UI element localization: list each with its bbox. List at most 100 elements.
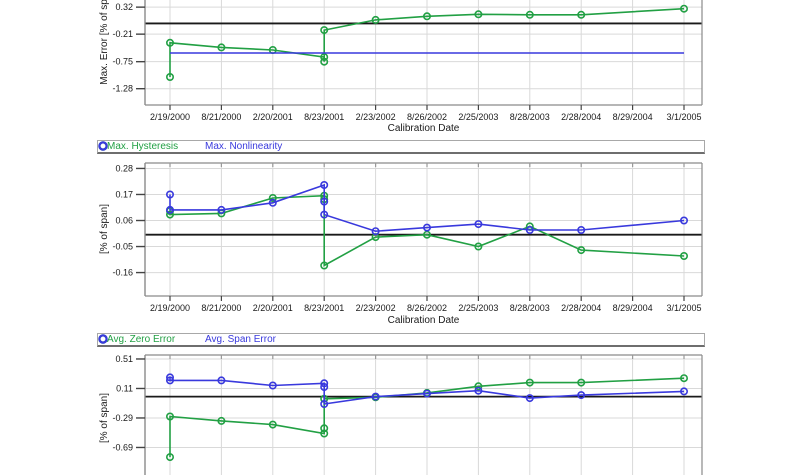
data-point-marker xyxy=(268,420,277,429)
y-tick-label: -1.28 xyxy=(112,84,133,94)
data-point-marker xyxy=(525,226,534,235)
data-point-marker xyxy=(679,252,688,261)
legend-entry-max-nonlinearity: Max. Nonlinearity xyxy=(98,141,289,152)
chart-max-error: 0.32 -0.21 -0.75 -1.28 2/19/2000 8/21/2000 2/2… xyxy=(112,0,703,122)
data-point-marker xyxy=(320,399,329,408)
data-point-marker xyxy=(166,190,175,199)
data-point-marker xyxy=(371,392,380,401)
legend-label: Avg. Span Error xyxy=(205,334,276,345)
data-point-marker xyxy=(474,386,483,395)
data-point-marker xyxy=(217,205,226,214)
y-tick-label: -0.05 xyxy=(112,242,133,252)
data-point-marker xyxy=(371,227,380,236)
x-tick-label: 3/1/2005 xyxy=(666,112,701,122)
legend-entry-max-hysteresis: Max. Hysteresis xyxy=(98,141,191,152)
data-point-marker xyxy=(166,38,175,47)
x-tick-label: 8/28/2003 xyxy=(510,112,550,122)
data-point-marker xyxy=(474,242,483,251)
x-axis-title-middle-chart: Calibration Date xyxy=(387,315,460,326)
chart-max-hysteresis: 0.28 0.17 0.06 -0.05 -0.16 2/19/2000 8/21/2000… xyxy=(112,162,703,313)
y-tick-label: -0.69 xyxy=(112,442,133,452)
data-point-marker xyxy=(217,416,226,425)
x-tick-label: 3/1/2005 xyxy=(666,303,701,313)
data-point-marker xyxy=(268,198,277,207)
x-axis-title-top-chart: Calibration Date xyxy=(387,123,460,134)
y-tick-label: -0.29 xyxy=(112,413,133,423)
y-tick-label: -0.16 xyxy=(112,268,133,278)
x-tick-label: 8/21/2000 xyxy=(201,303,241,313)
data-point-marker xyxy=(320,379,329,388)
x-tick-label: 2/28/2004 xyxy=(561,303,601,313)
data-point-marker xyxy=(217,376,226,385)
x-tick-label: 2/25/2003 xyxy=(458,112,498,122)
data-point-marker xyxy=(320,429,329,438)
circle-marker-icon xyxy=(98,334,108,344)
y-axis-label-bottom: [% of span] xyxy=(99,392,110,444)
legend-label: Avg. Zero Error xyxy=(107,334,176,345)
x-tick-label: 2/28/2004 xyxy=(561,112,601,122)
x-tick-label: 8/29/2004 xyxy=(613,303,653,313)
data-point-marker xyxy=(268,381,277,390)
x-tick-label: 8/26/2002 xyxy=(407,303,447,313)
data-point-marker xyxy=(525,394,534,403)
data-point-marker xyxy=(474,220,483,229)
legend-label: Max. Hysteresis xyxy=(107,141,179,152)
y-tick-label: -0.75 xyxy=(112,57,133,67)
data-point-marker xyxy=(166,210,175,219)
legend-middle-chart: Max. Hysteresis Max. Nonlinearity xyxy=(97,140,705,154)
data-point-marker xyxy=(577,378,586,387)
data-point-marker xyxy=(320,261,329,270)
x-tick-label: 2/19/2000 xyxy=(150,112,190,122)
series-max-nonlinearity xyxy=(166,181,688,236)
circle-marker-icon xyxy=(98,141,108,151)
data-point-marker xyxy=(320,26,329,35)
data-point-marker xyxy=(217,43,226,52)
series-line xyxy=(169,7,685,77)
data-point-marker xyxy=(371,15,380,24)
chart-avg-zero-error: 0.51 0.11 -0.29 -0.69 xyxy=(112,354,703,475)
x-tick-label: 8/28/2003 xyxy=(510,303,550,313)
data-point-marker xyxy=(474,10,483,19)
y-tick-label: 0.32 xyxy=(115,2,133,12)
data-point-marker xyxy=(422,223,431,232)
x-tick-label: 8/26/2002 xyxy=(407,112,447,122)
x-tick-label: 2/23/2002 xyxy=(356,303,396,313)
series-line xyxy=(169,377,685,458)
x-tick-label: 2/20/2001 xyxy=(253,303,293,313)
data-point-marker xyxy=(525,378,534,387)
x-tick-label: 2/23/2002 xyxy=(356,112,396,122)
x-tick-label: 8/23/2001 xyxy=(304,112,344,122)
legend-label: Max. Nonlinearity xyxy=(205,141,283,152)
data-point-marker xyxy=(422,12,431,21)
x-tick-label: 2/19/2000 xyxy=(150,303,190,313)
data-point-marker xyxy=(166,205,175,214)
data-point-marker xyxy=(679,387,688,396)
y-tick-label: 0.17 xyxy=(115,189,133,199)
y-tick-label: 0.51 xyxy=(115,354,133,364)
data-point-marker xyxy=(320,197,329,206)
data-point-marker xyxy=(474,382,483,391)
y-tick-label: 0.11 xyxy=(116,383,133,393)
y-tick-label: 0.06 xyxy=(115,216,133,226)
data-point-marker xyxy=(320,181,329,190)
data-point-marker xyxy=(577,226,586,235)
legend-entry-avg-span-error: Avg. Span Error xyxy=(98,334,289,345)
data-point-marker xyxy=(525,10,534,19)
data-point-marker xyxy=(320,424,329,433)
data-point-marker xyxy=(577,246,586,255)
y-tick-label: 0.28 xyxy=(115,163,133,173)
data-point-marker xyxy=(320,382,329,391)
x-tick-label: 2/20/2001 xyxy=(253,112,293,122)
data-point-marker xyxy=(679,374,688,383)
data-point-marker xyxy=(577,391,586,400)
data-point-marker xyxy=(577,10,586,19)
x-tick-label: 8/29/2004 xyxy=(613,112,653,122)
data-point-marker xyxy=(679,4,688,13)
data-point-marker xyxy=(679,216,688,225)
data-point-marker xyxy=(268,194,277,203)
data-point-marker xyxy=(320,210,329,219)
series-avg-span-error xyxy=(166,373,688,408)
legend-bottom-chart: Avg. Zero Error Avg. Span Error xyxy=(97,333,705,347)
